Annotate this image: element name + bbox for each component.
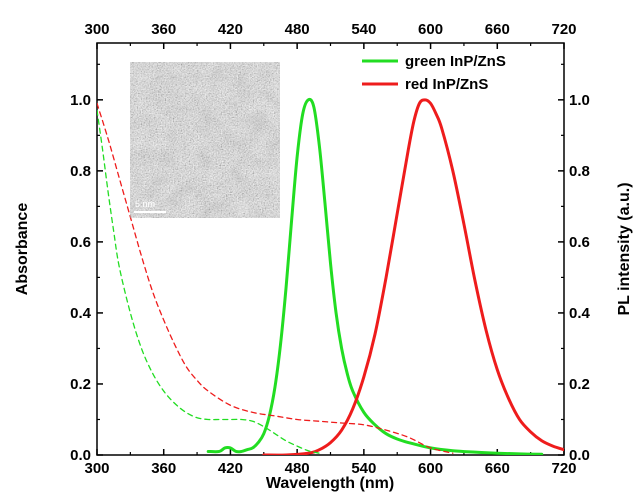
tem-image-texture (130, 62, 280, 218)
y-axis-right: 0.0 0.2 0.4 0.6 0.8 1.0 (558, 63, 591, 464)
y-tick-label-left: 0.0 (70, 447, 91, 464)
y-tick-label-left: 0.6 (70, 234, 91, 251)
x-tick-label-bottom: 600 (418, 460, 443, 477)
pl-line-1 (262, 98, 564, 455)
y-tick-label-left: 0.8 (70, 163, 91, 180)
x-axis-title: Wavelength (nm) (266, 475, 394, 492)
x-tick-label-top: 660 (485, 21, 510, 38)
legend: green InP/ZnS red InP/ZnS (362, 53, 506, 93)
series-layer (97, 97, 564, 455)
legend-label: green InP/ZnS (405, 53, 506, 70)
pl-line-0 (206, 97, 544, 455)
x-tick-label-bottom: 720 (551, 460, 576, 477)
y-tick-label-right: 1.0 (569, 92, 590, 109)
y-axis-left-title: Absorbance (14, 203, 31, 296)
y-tick-label-right: 0.2 (569, 376, 590, 393)
x-tick-label-bottom: 300 (84, 460, 109, 477)
y-tick-label-left: 0.2 (70, 376, 91, 393)
x-tick-label-bottom: 660 (485, 460, 510, 477)
x-tick-label-bottom: 540 (351, 460, 376, 477)
y-axis-left: 0.0 0.2 0.4 0.6 0.8 1.0 (70, 63, 103, 464)
absorbance-line-3 (97, 102, 454, 454)
y-tick-label-right: 0.4 (569, 305, 591, 322)
y-tick-label-right: 0.0 (569, 447, 590, 464)
x-axis-bottom: 300 360 420 480 540 600 660 720 (84, 449, 577, 477)
x-tick-label-bottom: 480 (285, 460, 310, 477)
x-axis-top: 300 360 420 480 540 600 660 720 (84, 21, 577, 49)
scale-bar-label: 5 nm (135, 199, 155, 209)
y-tick-label-right: 0.8 (569, 163, 590, 180)
x-tick-label-top: 300 (84, 21, 109, 38)
x-tick-label-bottom: 420 (218, 460, 243, 477)
y-tick-label-left: 0.4 (70, 305, 92, 322)
x-tick-label-top: 540 (351, 21, 376, 38)
x-tick-label-top: 720 (551, 21, 576, 38)
x-tick-label-top: 420 (218, 21, 243, 38)
x-tick-label-top: 480 (285, 21, 310, 38)
legend-label: red InP/ZnS (405, 76, 488, 93)
x-tick-label-bottom: 360 (151, 460, 176, 477)
absorbance-line-2 (97, 109, 321, 454)
x-tick-label-top: 360 (151, 21, 176, 38)
tem-inset: 5 nm (130, 62, 280, 218)
y-axis-right-title: PL intensity (a.u.) (616, 182, 633, 315)
y-tick-label-left: 1.0 (70, 92, 91, 109)
y-tick-label-right: 0.6 (569, 234, 590, 251)
x-tick-label-top: 600 (418, 21, 443, 38)
